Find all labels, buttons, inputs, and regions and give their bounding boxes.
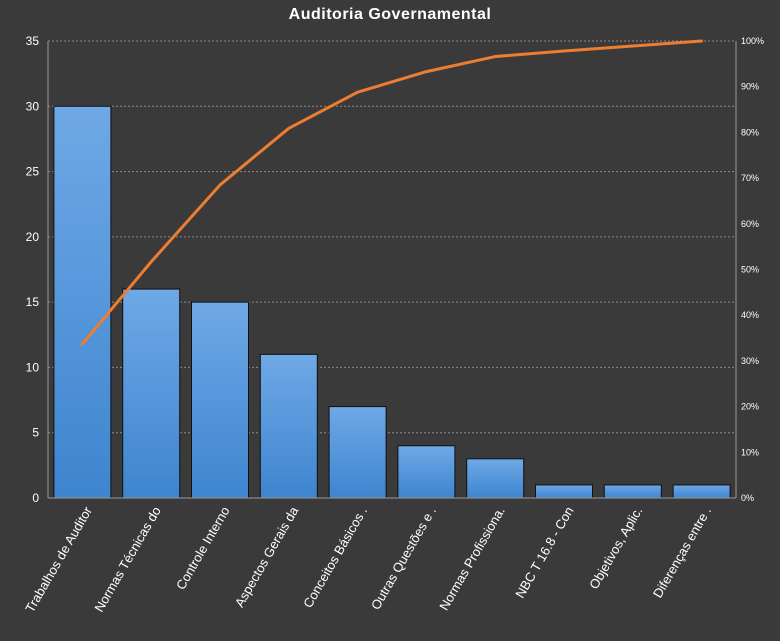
x-tick-label: Diferenças entre . — [650, 504, 714, 600]
y2-tick-label: 20% — [741, 402, 759, 412]
x-tick-label: Normas Profissiona. — [436, 504, 508, 613]
bar — [535, 484, 593, 499]
cumulative-line — [80, 39, 704, 346]
y-tick-label: 10 — [26, 360, 40, 374]
y2-tick-label: 30% — [741, 356, 759, 366]
y-tick-label: 30 — [26, 99, 40, 113]
y2-tick-label: 80% — [741, 127, 759, 137]
bar — [672, 484, 731, 499]
x-tick-label: Normas Técnicas do — [91, 504, 163, 615]
x-tick-label: Conceitos Básicos . — [300, 504, 370, 610]
x-tick-label: Controle Interno — [173, 504, 233, 592]
y-tick-label: 0 — [32, 491, 39, 505]
bar — [122, 288, 181, 499]
x-tick-label: Aspectos Gerais da — [232, 503, 302, 609]
y2-tick-label: 90% — [741, 82, 759, 92]
bar — [259, 353, 318, 499]
bar — [328, 406, 387, 499]
y2-tick-label: 10% — [741, 447, 759, 457]
bar — [191, 301, 249, 499]
x-tick-label: Objetivos, Aplic. — [586, 504, 645, 592]
y-tick-label: 5 — [32, 426, 39, 440]
bar — [397, 445, 456, 499]
chart-title: Auditoria Governamental — [288, 6, 492, 23]
bar — [603, 484, 662, 499]
y2-tick-label: 50% — [741, 265, 759, 275]
x-tick-label: NBC T 16.8 - Con — [512, 504, 576, 601]
y2-tick-label: 100% — [741, 36, 764, 46]
y2-tick-label: 0% — [741, 493, 754, 503]
y2-tick-label: 40% — [741, 310, 759, 320]
y-tick-label: 20 — [26, 230, 40, 244]
x-tick-label: Trabalhos de Auditor — [22, 503, 95, 615]
y2-tick-label: 60% — [741, 219, 759, 229]
bar — [466, 458, 525, 499]
y-tick-label: 25 — [26, 165, 40, 179]
y-tick-label: 15 — [26, 295, 40, 309]
bar — [53, 105, 112, 499]
y2-tick-label: 70% — [741, 173, 759, 183]
y-tick-label: 35 — [26, 34, 40, 48]
x-tick-label: Outras Questões e . — [368, 504, 439, 612]
